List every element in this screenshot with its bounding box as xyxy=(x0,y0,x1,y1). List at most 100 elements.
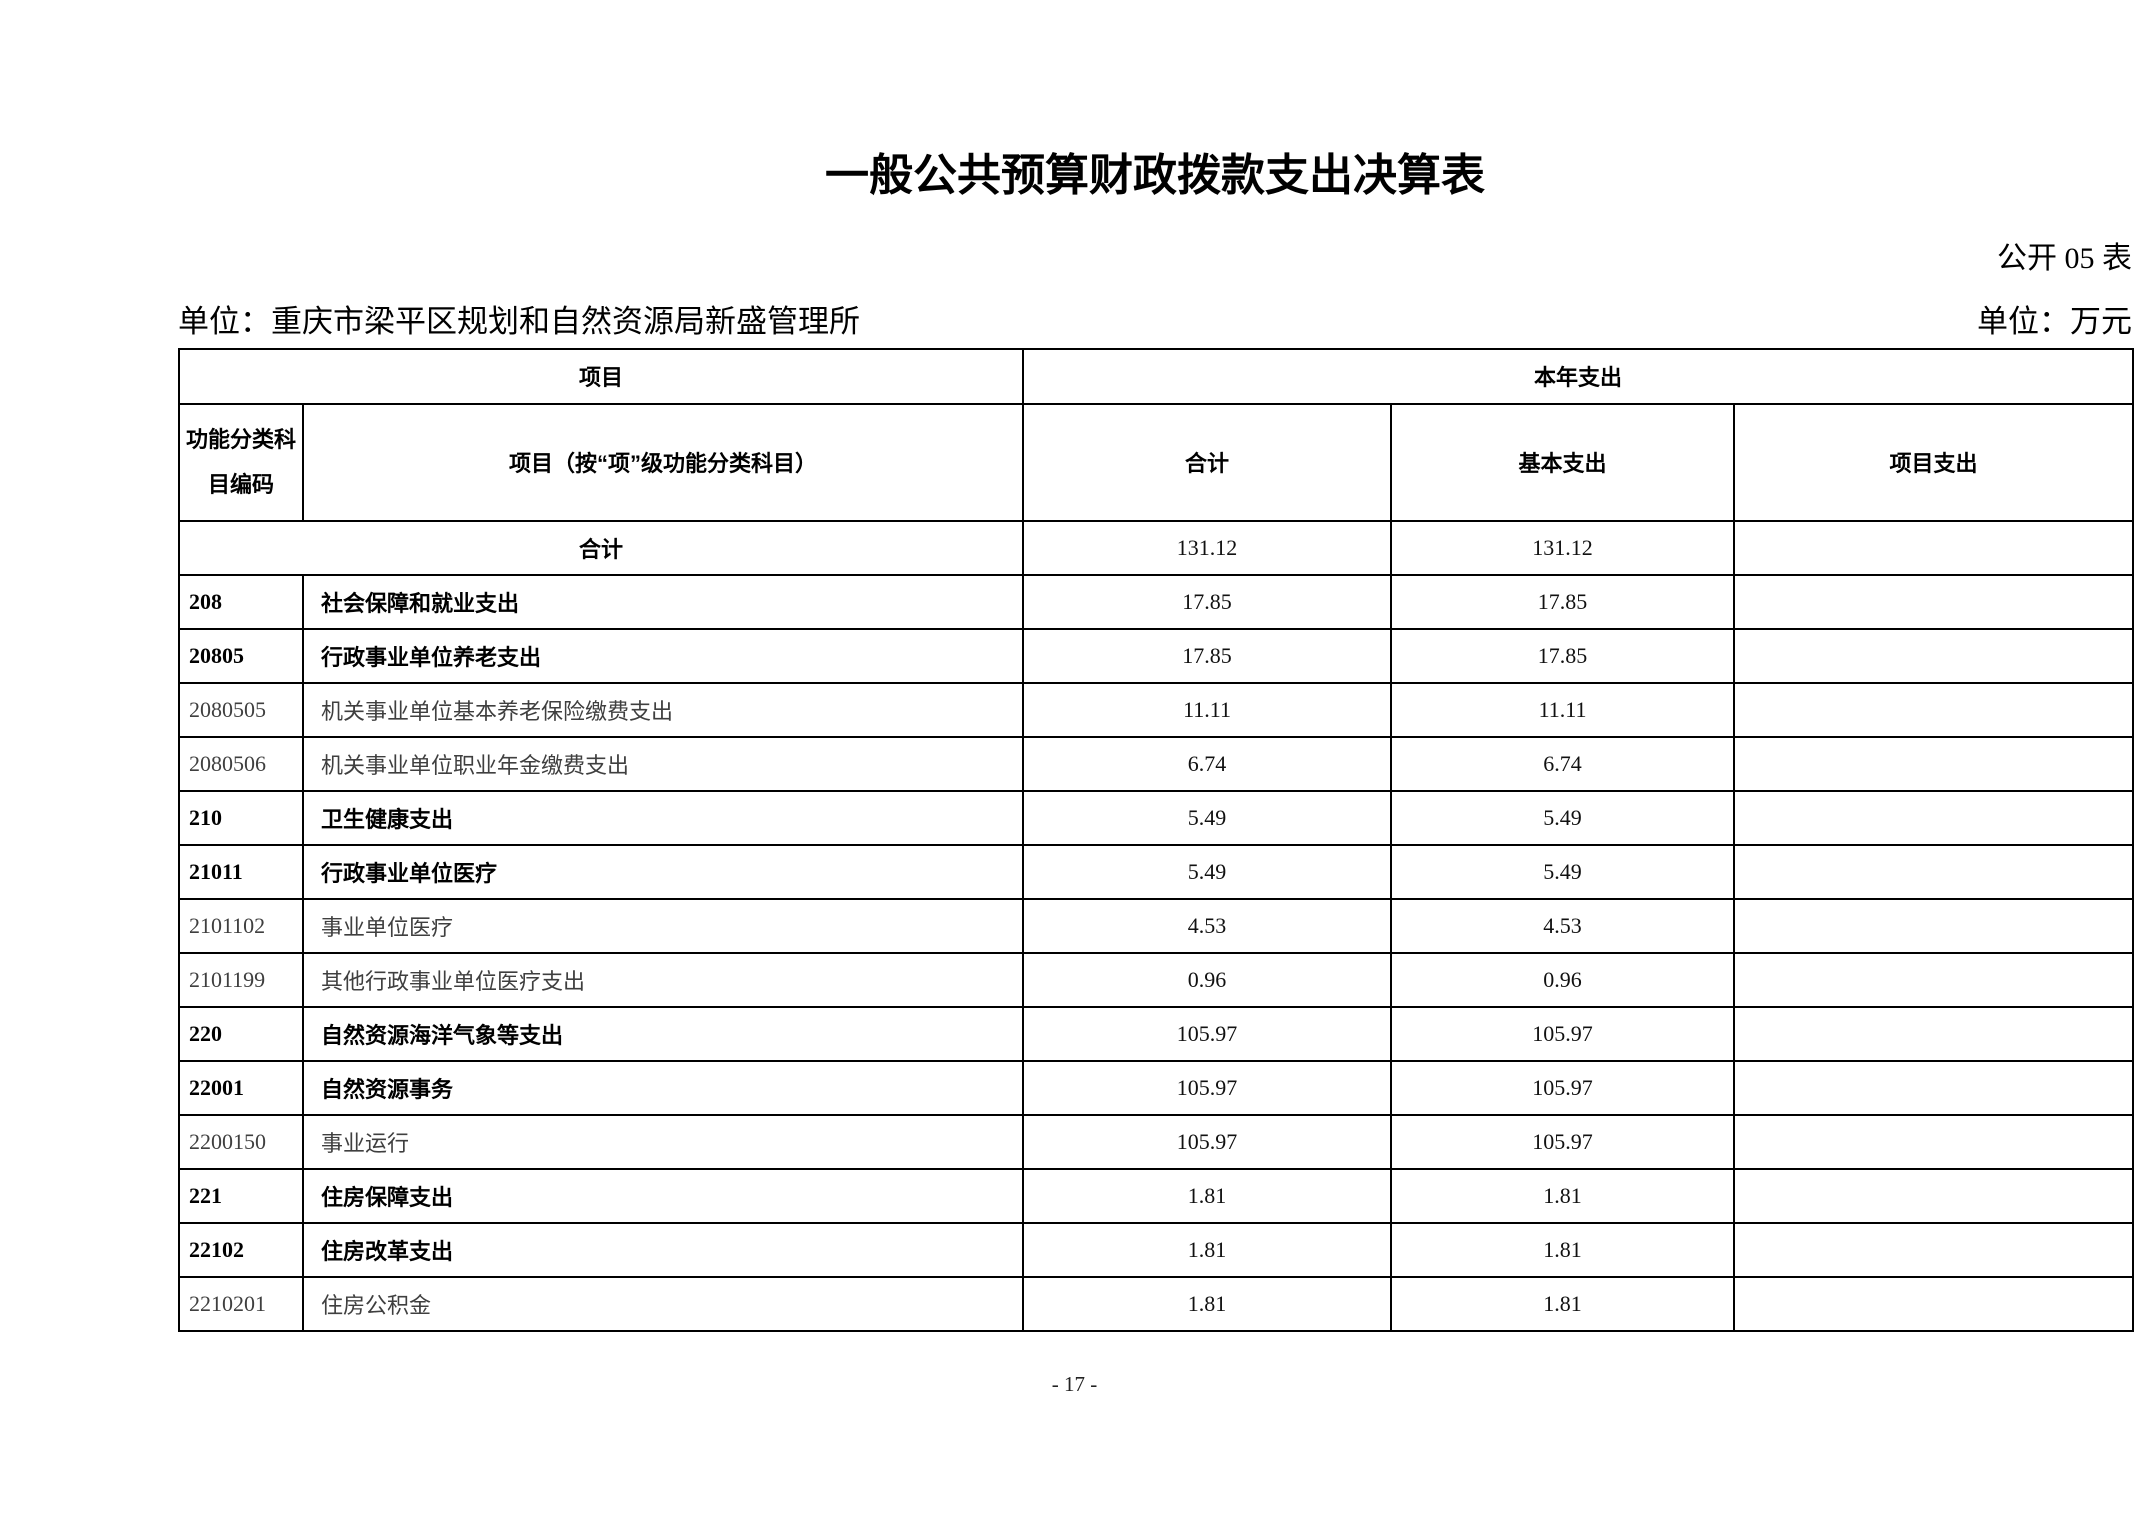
table-row: 2200150 事业运行 105.97 105.97 xyxy=(178,1113,2135,1170)
header-function-code: 功能分类科 目编码 xyxy=(178,402,304,522)
page-title: 一般公共预算财政拨款支出决算表 xyxy=(825,151,1485,200)
table-row: 22001 自然资源事务 105.97 105.97 xyxy=(178,1059,2135,1116)
table-row-total: 合计 131.12 131.12 xyxy=(177,519,2135,576)
row-basic: 17.85 xyxy=(1390,627,1736,684)
row-name: 事业运行 xyxy=(301,1113,1025,1170)
table-header-group-row: 项目 本年支出 xyxy=(177,347,2135,405)
row-name: 行政事业单位医疗 xyxy=(301,843,1025,900)
row-name: 住房改革支出 xyxy=(301,1221,1025,1278)
row-basic: 1.81 xyxy=(1390,1167,1736,1224)
row-project xyxy=(1733,735,2135,792)
row-code: 2080506 xyxy=(178,735,304,792)
table-header-columns-row: 功能分类科 目编码 项目（按“项”级功能分类科目） 合计 基本支出 项目支出 xyxy=(178,402,2135,522)
table-row: 2080505 机关事业单位基本养老保险缴费支出 11.11 11.11 xyxy=(178,681,2135,738)
header-function-code-line2: 目编码 xyxy=(207,472,274,498)
header-project-column: 项目支出 xyxy=(1733,402,2135,522)
row-name: 其他行政事业单位医疗支出 xyxy=(301,951,1025,1008)
header-item-column: 项目（按“项”级功能分类科目） xyxy=(301,402,1025,522)
row-basic: 5.49 xyxy=(1390,789,1736,846)
row-total: 17.85 xyxy=(1022,627,1393,684)
row-project xyxy=(1733,1005,2135,1062)
row-name: 事业单位医疗 xyxy=(301,897,1025,954)
row-code: 2200150 xyxy=(178,1113,304,1170)
row-name: 自然资源海洋气象等支出 xyxy=(301,1005,1025,1062)
row-name: 住房保障支出 xyxy=(301,1167,1025,1224)
row-name: 行政事业单位养老支出 xyxy=(301,627,1025,684)
row-basic: 5.49 xyxy=(1390,843,1736,900)
row-basic: 1.81 xyxy=(1390,1275,1736,1332)
row-code: 210 xyxy=(178,789,304,846)
row-project xyxy=(1733,627,2135,684)
unit-name-label: 单位：重庆市梁平区规划和自然资源局新盛管理所 xyxy=(178,303,860,339)
row-project xyxy=(1733,789,2135,846)
row-code: 2080505 xyxy=(178,681,304,738)
row-name: 自然资源事务 xyxy=(301,1059,1025,1116)
row-total: 11.11 xyxy=(1022,681,1393,738)
row-basic: 6.74 xyxy=(1390,735,1736,792)
row-total: 105.97 xyxy=(1022,1113,1393,1170)
header-total-column: 合计 xyxy=(1022,402,1393,522)
row-total: 5.49 xyxy=(1022,843,1393,900)
row-code: 2101102 xyxy=(178,897,304,954)
row-code: 208 xyxy=(178,573,304,630)
budget-table: 项目 本年支出 功能分类科 目编码 项目（按“项”级功能分类科目） 合计 基本支… xyxy=(177,347,2135,1332)
header-basic-column: 基本支出 xyxy=(1390,402,1736,522)
row-basic: 17.85 xyxy=(1390,573,1736,630)
row-basic: 105.97 xyxy=(1390,1059,1736,1116)
header-function-code-line1: 功能分类科 xyxy=(185,427,296,453)
row-code: 2210201 xyxy=(178,1275,304,1332)
header-project-group: 项目 xyxy=(177,347,1025,405)
row-project xyxy=(1733,843,2135,900)
row-basic: 0.96 xyxy=(1390,951,1736,1008)
table-row: 2080506 机关事业单位职业年金缴费支出 6.74 6.74 xyxy=(178,735,2135,792)
row-total: 5.49 xyxy=(1022,789,1393,846)
row-project xyxy=(1733,1167,2135,1224)
row-code: 2101199 xyxy=(178,951,304,1008)
row-project xyxy=(1733,1059,2135,1116)
row-name: 机关事业单位基本养老保险缴费支出 xyxy=(301,681,1025,738)
unit-info-row: 单位：重庆市梁平区规划和自然资源局新盛管理所 单位：万元 xyxy=(178,303,2132,340)
total-row-project xyxy=(1733,519,2135,576)
unit-currency-label: 单位：万元 xyxy=(1977,303,2132,339)
row-basic: 1.81 xyxy=(1390,1221,1736,1278)
row-code: 220 xyxy=(178,1005,304,1062)
row-project xyxy=(1733,1221,2135,1278)
table-row: 210 卫生健康支出 5.49 5.49 xyxy=(178,789,2135,846)
row-name: 机关事业单位职业年金缴费支出 xyxy=(301,735,1025,792)
table-row: 2210201 住房公积金 1.81 1.81 xyxy=(178,1275,2135,1332)
doc-sheet-label: 公开 05 表 xyxy=(1997,241,2132,275)
table-row: 21011 行政事业单位医疗 5.49 5.49 xyxy=(178,843,2135,900)
page-number: - 17 - xyxy=(1051,1372,1098,1396)
row-name: 住房公积金 xyxy=(301,1275,1025,1332)
row-basic: 105.97 xyxy=(1390,1005,1736,1062)
table-row: 22102 住房改革支出 1.81 1.81 xyxy=(178,1221,2135,1278)
row-code: 20805 xyxy=(178,627,304,684)
row-total: 1.81 xyxy=(1022,1167,1393,1224)
row-total: 17.85 xyxy=(1022,573,1393,630)
row-code: 22001 xyxy=(178,1059,304,1116)
row-basic: 11.11 xyxy=(1390,681,1736,738)
row-project xyxy=(1733,573,2135,630)
row-name: 卫生健康支出 xyxy=(301,789,1025,846)
row-total: 0.96 xyxy=(1022,951,1393,1008)
table-row: 2101102 事业单位医疗 4.53 4.53 xyxy=(178,897,2135,954)
row-code: 22102 xyxy=(178,1221,304,1278)
row-total: 105.97 xyxy=(1022,1005,1393,1062)
total-row-total: 131.12 xyxy=(1022,519,1393,576)
row-project xyxy=(1733,1113,2135,1170)
table-row: 208 社会保障和就业支出 17.85 17.85 xyxy=(178,573,2135,630)
row-basic: 4.53 xyxy=(1390,897,1736,954)
total-row-basic: 131.12 xyxy=(1390,519,1736,576)
table-row: 20805 行政事业单位养老支出 17.85 17.85 xyxy=(178,627,2135,684)
row-project xyxy=(1733,897,2135,954)
row-total: 4.53 xyxy=(1022,897,1393,954)
row-total: 1.81 xyxy=(1022,1221,1393,1278)
table-row: 2101199 其他行政事业单位医疗支出 0.96 0.96 xyxy=(178,951,2135,1008)
table-row: 221 住房保障支出 1.81 1.81 xyxy=(178,1167,2135,1224)
row-project xyxy=(1733,1275,2135,1332)
row-code: 221 xyxy=(178,1167,304,1224)
row-basic: 105.97 xyxy=(1390,1113,1736,1170)
header-year-expenditure-group: 本年支出 xyxy=(1022,347,2135,405)
row-total: 6.74 xyxy=(1022,735,1393,792)
row-name: 社会保障和就业支出 xyxy=(301,573,1025,630)
